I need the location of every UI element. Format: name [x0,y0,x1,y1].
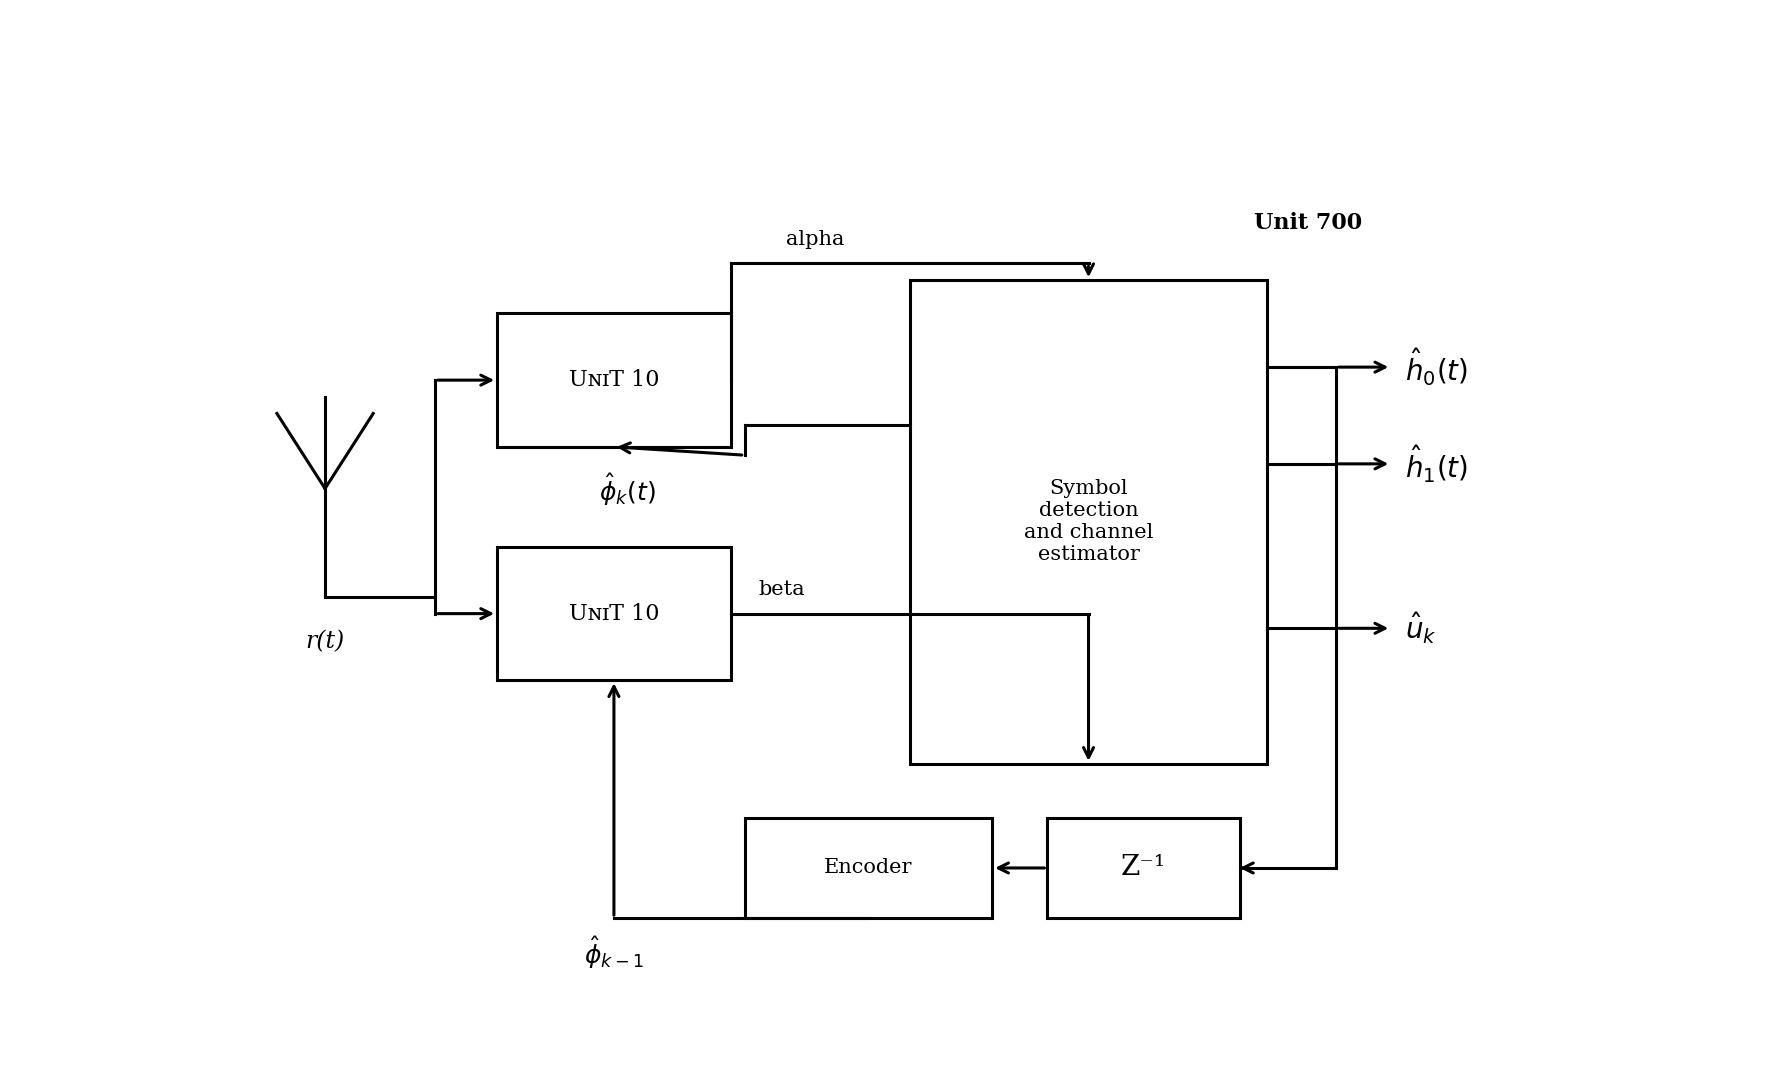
Text: $\hat{u}_k$: $\hat{u}_k$ [1406,611,1436,647]
Text: UɴɪT 10: UɴɪT 10 [568,369,659,391]
Text: r(t): r(t) [305,630,344,653]
Text: UɴɪT 10: UɴɪT 10 [568,602,659,625]
Bar [497,547,731,680]
Text: Unit 700: Unit 700 [1253,212,1361,234]
Text: alpha: alpha [786,231,845,249]
Bar [1047,818,1241,918]
Bar [497,313,731,447]
Text: Symbol
detection
and channel
estimator: Symbol detection and channel estimator [1024,480,1154,564]
Text: beta: beta [758,579,806,599]
Text: $\hat{h}_1(t)$: $\hat{h}_1(t)$ [1406,443,1468,485]
Text: $\hat{h}_0(t)$: $\hat{h}_0(t)$ [1406,347,1468,388]
Text: Encoder: Encoder [824,859,912,877]
Text: $\hat{\phi}_{k-1}$: $\hat{\phi}_{k-1}$ [584,935,644,971]
Bar [746,818,992,918]
Text: Z⁻¹: Z⁻¹ [1122,854,1166,882]
Bar [911,280,1267,764]
Text: $\hat{\phi}_k(t)$: $\hat{\phi}_k(t)$ [600,472,657,509]
